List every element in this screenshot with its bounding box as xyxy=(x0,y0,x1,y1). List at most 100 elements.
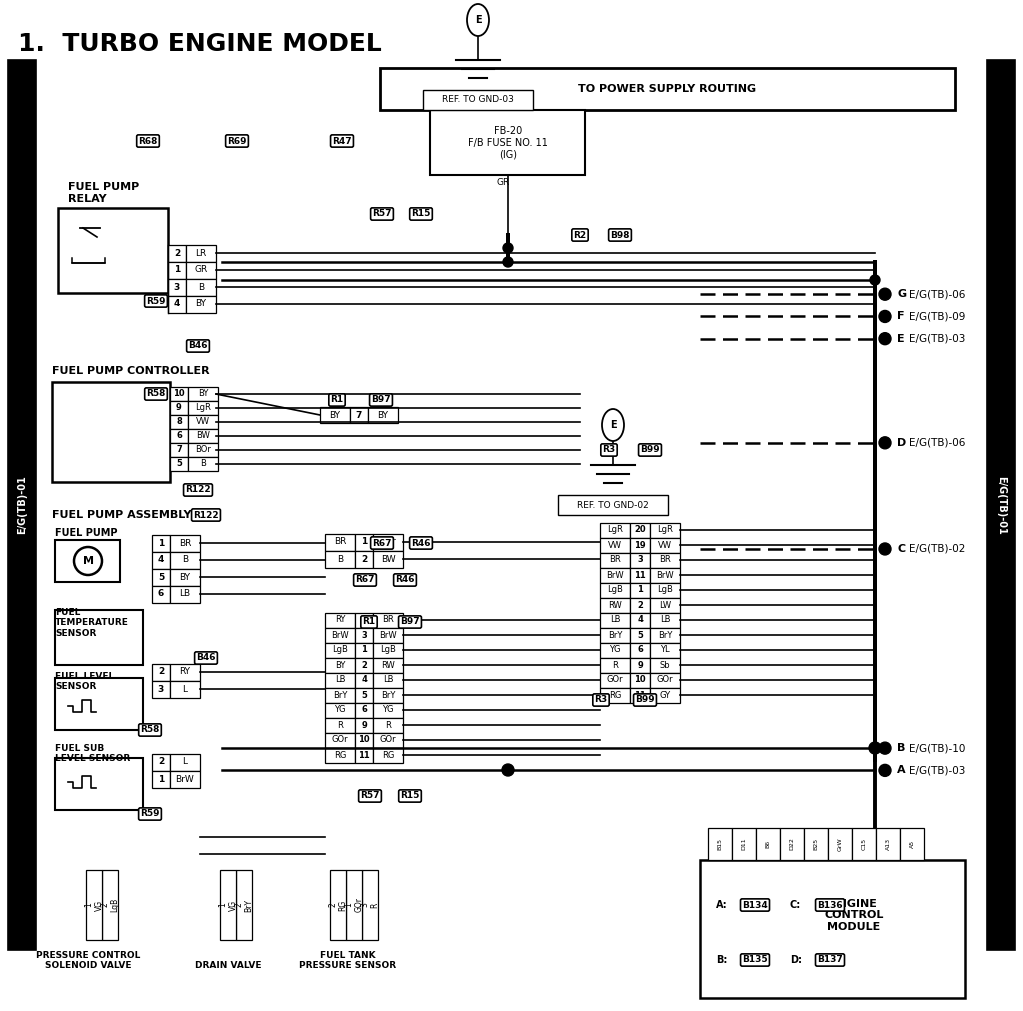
Text: RY: RY xyxy=(335,616,345,625)
Bar xyxy=(188,443,218,457)
Bar xyxy=(325,658,355,673)
Text: YG: YG xyxy=(383,706,394,715)
Text: A5: A5 xyxy=(909,840,915,848)
Bar xyxy=(650,598,680,613)
Text: 2
BrY: 2 BrY xyxy=(234,899,254,912)
Text: VW: VW xyxy=(658,541,672,550)
Bar xyxy=(170,664,201,681)
Bar xyxy=(170,586,201,603)
Text: GOr: GOr xyxy=(607,675,623,684)
Bar xyxy=(170,771,201,788)
Bar xyxy=(325,718,355,733)
Bar xyxy=(168,296,186,313)
Bar xyxy=(325,703,355,718)
Text: R122: R122 xyxy=(185,485,211,494)
Bar xyxy=(186,262,216,279)
Bar xyxy=(152,535,170,552)
Text: C:: C: xyxy=(790,900,801,910)
Text: B137: B137 xyxy=(817,955,843,964)
Bar xyxy=(650,628,680,643)
Text: 5: 5 xyxy=(637,631,642,640)
Text: BrW: BrW xyxy=(176,774,194,784)
Bar xyxy=(325,748,355,763)
Bar xyxy=(346,870,362,940)
Bar xyxy=(320,407,350,423)
Text: B25: B25 xyxy=(813,838,818,850)
Text: E/G(TB)-06: E/G(TB)-06 xyxy=(909,289,966,299)
Bar xyxy=(650,553,680,568)
Text: B: B xyxy=(182,555,188,564)
Bar xyxy=(170,754,201,771)
Text: BrW: BrW xyxy=(331,631,349,640)
Bar xyxy=(373,534,403,551)
Circle shape xyxy=(879,437,891,449)
Text: 1: 1 xyxy=(158,774,164,784)
Text: C15: C15 xyxy=(861,838,866,850)
Text: GOr: GOr xyxy=(331,735,348,744)
Bar xyxy=(650,688,680,703)
Circle shape xyxy=(502,764,514,776)
Text: B15: B15 xyxy=(717,838,722,850)
Bar xyxy=(355,673,373,688)
Text: B97: B97 xyxy=(400,618,419,627)
Bar xyxy=(650,613,680,628)
Text: LW: LW xyxy=(659,601,671,610)
Text: B136: B136 xyxy=(817,901,843,910)
Text: R3: R3 xyxy=(603,446,616,455)
Text: L: L xyxy=(182,757,187,766)
Bar xyxy=(630,613,650,628)
Text: E/G(TB)-02: E/G(TB)-02 xyxy=(909,544,966,554)
Circle shape xyxy=(879,310,891,323)
Text: RG: RG xyxy=(333,750,346,759)
Bar xyxy=(650,658,680,673)
Text: 2
LgB: 2 LgB xyxy=(100,898,120,912)
Text: 6: 6 xyxy=(637,645,642,654)
Circle shape xyxy=(879,742,891,754)
Text: L: L xyxy=(182,684,187,694)
Text: 3
R: 3 R xyxy=(360,902,380,908)
Text: B6: B6 xyxy=(765,840,770,848)
Text: LgR: LgR xyxy=(657,526,673,535)
Bar xyxy=(152,664,170,681)
Text: RG: RG xyxy=(382,750,394,759)
Text: 1: 1 xyxy=(361,538,367,547)
Text: YL: YL xyxy=(660,645,670,654)
Text: 4: 4 xyxy=(174,299,180,308)
Text: E: E xyxy=(475,15,481,25)
Bar xyxy=(601,568,630,583)
Text: R: R xyxy=(385,721,391,730)
Bar xyxy=(355,658,373,673)
Bar xyxy=(58,208,168,293)
Bar xyxy=(8,60,36,950)
Text: BR: BR xyxy=(333,538,346,547)
Text: R46: R46 xyxy=(395,575,414,584)
Text: LB: LB xyxy=(179,589,190,599)
Text: GrW: GrW xyxy=(838,837,843,851)
Bar xyxy=(325,643,355,658)
Bar xyxy=(188,387,218,401)
Bar xyxy=(170,457,188,471)
Circle shape xyxy=(879,333,891,345)
Bar xyxy=(756,828,780,860)
Text: 1: 1 xyxy=(158,539,164,548)
Bar xyxy=(630,568,650,583)
Bar xyxy=(650,538,680,553)
Bar xyxy=(804,828,828,860)
Bar xyxy=(102,870,118,940)
Text: A:: A: xyxy=(716,900,727,910)
Bar xyxy=(373,551,403,568)
Text: 19: 19 xyxy=(634,541,646,550)
Text: LgR: LgR xyxy=(195,403,211,412)
Bar xyxy=(325,613,355,628)
Bar xyxy=(170,387,188,401)
Text: GOr: GOr xyxy=(380,735,396,744)
Bar xyxy=(650,643,680,658)
Text: LgR: LgR xyxy=(607,526,623,535)
Text: FUEL LEVEL
SENSOR: FUEL LEVEL SENSOR xyxy=(55,672,115,692)
Text: 1
VG: 1 VG xyxy=(218,900,237,911)
Text: 2: 2 xyxy=(361,660,367,669)
Text: R68: R68 xyxy=(138,136,158,146)
Bar xyxy=(828,828,852,860)
Text: R59: R59 xyxy=(140,810,160,819)
Text: FUEL PUMP CONTROLLER: FUEL PUMP CONTROLLER xyxy=(52,366,210,376)
